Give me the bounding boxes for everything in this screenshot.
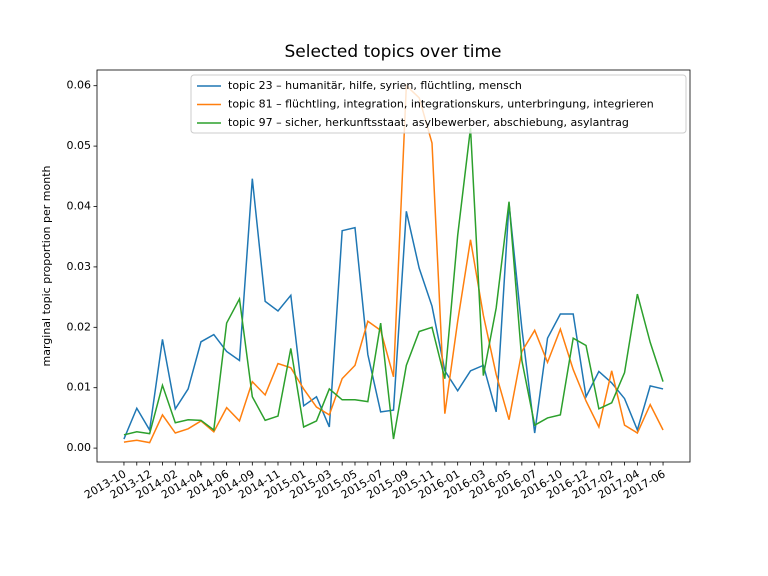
y-tick-label: 0.06 [67, 79, 92, 92]
y-axis-label: marginal topic proportion per month [40, 165, 53, 366]
plot-area [123, 84, 664, 444]
y-tick-label: 0.02 [67, 320, 92, 333]
y-tick-label: 0.03 [67, 260, 92, 273]
axes-frame [96, 69, 691, 463]
chart-title: Selected topics over time [284, 42, 501, 62]
legend-label: topic 23 – humanitär, hilfe, syrien, flü… [228, 79, 522, 92]
legend-label: topic 97 – sicher, herkunftsstaat, asylb… [228, 116, 629, 129]
y-tick-label: 0.04 [67, 200, 92, 213]
legend-label: topic 81 – flüchtling, integration, inte… [228, 98, 654, 111]
series-line [123, 178, 664, 440]
y-tick-label: 0.00 [67, 441, 92, 454]
series-line [123, 127, 664, 440]
series-line [123, 84, 664, 444]
y-tick-label: 0.05 [67, 139, 92, 152]
y-tick-label: 0.01 [67, 381, 92, 394]
legend-box [190, 74, 687, 134]
